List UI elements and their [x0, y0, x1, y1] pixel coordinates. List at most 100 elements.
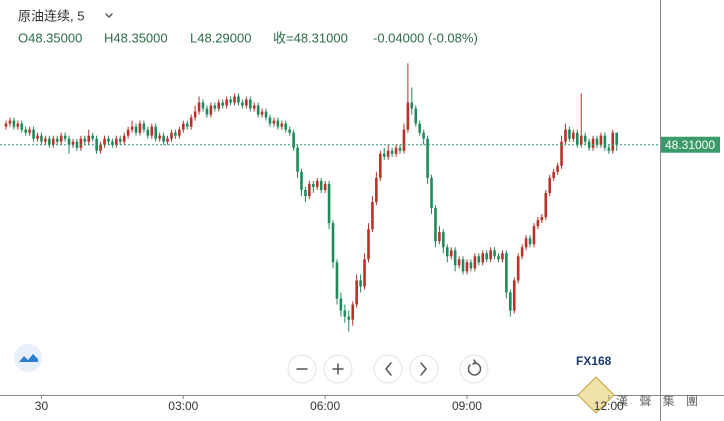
last-price-label: 48.31000	[665, 138, 715, 152]
candle-body	[51, 138, 55, 145]
candle-body	[375, 177, 378, 203]
candle-body	[146, 129, 150, 136]
ohlc-item: -0.04000 (-0.08%)	[373, 30, 478, 45]
x-tick-label: 30	[35, 399, 49, 413]
candle-body	[83, 138, 87, 142]
candle-body	[327, 183, 331, 224]
candle-body	[63, 135, 67, 139]
candle-body	[489, 250, 492, 260]
candle-body	[233, 96, 236, 103]
candle-body	[524, 238, 528, 248]
candle-body	[394, 147, 398, 154]
scroll-left-button[interactable]	[373, 354, 403, 384]
candle-body	[237, 96, 240, 103]
candle-body	[528, 238, 532, 245]
left-icon	[385, 362, 392, 376]
candle-body	[67, 138, 71, 145]
candle-body	[398, 147, 402, 151]
candle-body	[284, 123, 288, 130]
candle-body	[59, 135, 63, 142]
candle-body	[469, 262, 473, 269]
candle-body	[509, 292, 512, 311]
chart-style-button[interactable]	[14, 344, 42, 372]
candle-body	[115, 138, 118, 145]
candle-body	[312, 183, 315, 187]
candle-body	[276, 120, 280, 127]
plus-icon	[332, 363, 344, 375]
candle-body	[197, 102, 201, 112]
candle-body	[351, 304, 355, 320]
candle-body	[221, 102, 224, 106]
candle-body	[607, 147, 611, 151]
dropdown-icon[interactable]	[105, 13, 113, 19]
candle-body	[611, 132, 615, 151]
candle-body	[252, 105, 256, 109]
candle-body	[473, 256, 477, 269]
candle-body	[142, 123, 146, 130]
candle-body	[481, 253, 485, 263]
candle-body	[556, 165, 559, 172]
candle-body	[430, 177, 433, 209]
candle-body	[36, 135, 39, 139]
candle-body	[406, 102, 410, 130]
scroll-right-button[interactable]	[409, 354, 439, 384]
candle-body	[292, 132, 295, 148]
candle-body	[347, 316, 351, 320]
candle-body	[438, 232, 441, 242]
candle-body	[288, 129, 291, 133]
logo-mark	[577, 376, 615, 414]
candle-body	[48, 138, 51, 145]
candle-body	[12, 120, 16, 127]
ohlc-item: L48.29000	[190, 30, 251, 45]
area-icon	[19, 354, 38, 362]
candle-body	[134, 126, 138, 133]
candle-body	[390, 150, 394, 154]
ohlc-item: 收=48.31000	[273, 30, 348, 45]
ohlc-item: O48.35000	[18, 30, 82, 45]
candle-body	[615, 132, 618, 145]
candle-body	[268, 117, 272, 124]
candle-body	[544, 192, 548, 218]
candle-body	[572, 132, 575, 139]
candle-body	[465, 262, 469, 272]
candle-body	[520, 247, 524, 257]
candle-body	[260, 111, 264, 115]
candle-body	[158, 135, 161, 139]
candle-body	[355, 280, 358, 305]
candle-body	[8, 120, 12, 124]
ohlc-legend: O48.35000 H48.35000 L48.29000 收=48.31000 -0.…	[18, 30, 478, 45]
candle-body	[32, 129, 35, 139]
reset-icon	[467, 359, 482, 376]
candle-body	[99, 144, 102, 151]
candle-body	[335, 262, 339, 299]
candle-body	[363, 259, 366, 287]
candle-body	[359, 280, 362, 287]
candle-body	[193, 111, 197, 118]
candle-body	[166, 138, 169, 142]
x-tick-label: 09:00	[452, 399, 482, 413]
candle-body	[308, 183, 311, 196]
candle-body	[71, 141, 75, 145]
candle-body	[485, 253, 488, 260]
x-tick-label: 03:00	[168, 399, 198, 413]
candle-body	[457, 259, 461, 266]
candle-body	[205, 108, 209, 115]
candle-body	[591, 138, 595, 148]
candle-body	[516, 256, 520, 281]
candle-body	[256, 105, 260, 115]
candle-body	[241, 102, 244, 106]
candle-body	[154, 126, 158, 139]
candle-body	[296, 147, 299, 172]
x-tick-label: 06:00	[310, 399, 340, 413]
candle-body	[453, 250, 457, 266]
candle-body	[560, 141, 563, 166]
candle-body	[540, 217, 544, 221]
candle-body	[548, 177, 552, 193]
candle-body	[367, 229, 370, 260]
candle-body	[209, 105, 213, 115]
reset-button[interactable]	[459, 354, 489, 384]
symbol-title[interactable]: 原油连续, 5	[18, 8, 84, 23]
candle-body	[201, 102, 205, 109]
candle-body	[150, 126, 154, 136]
candle-body	[4, 123, 8, 127]
